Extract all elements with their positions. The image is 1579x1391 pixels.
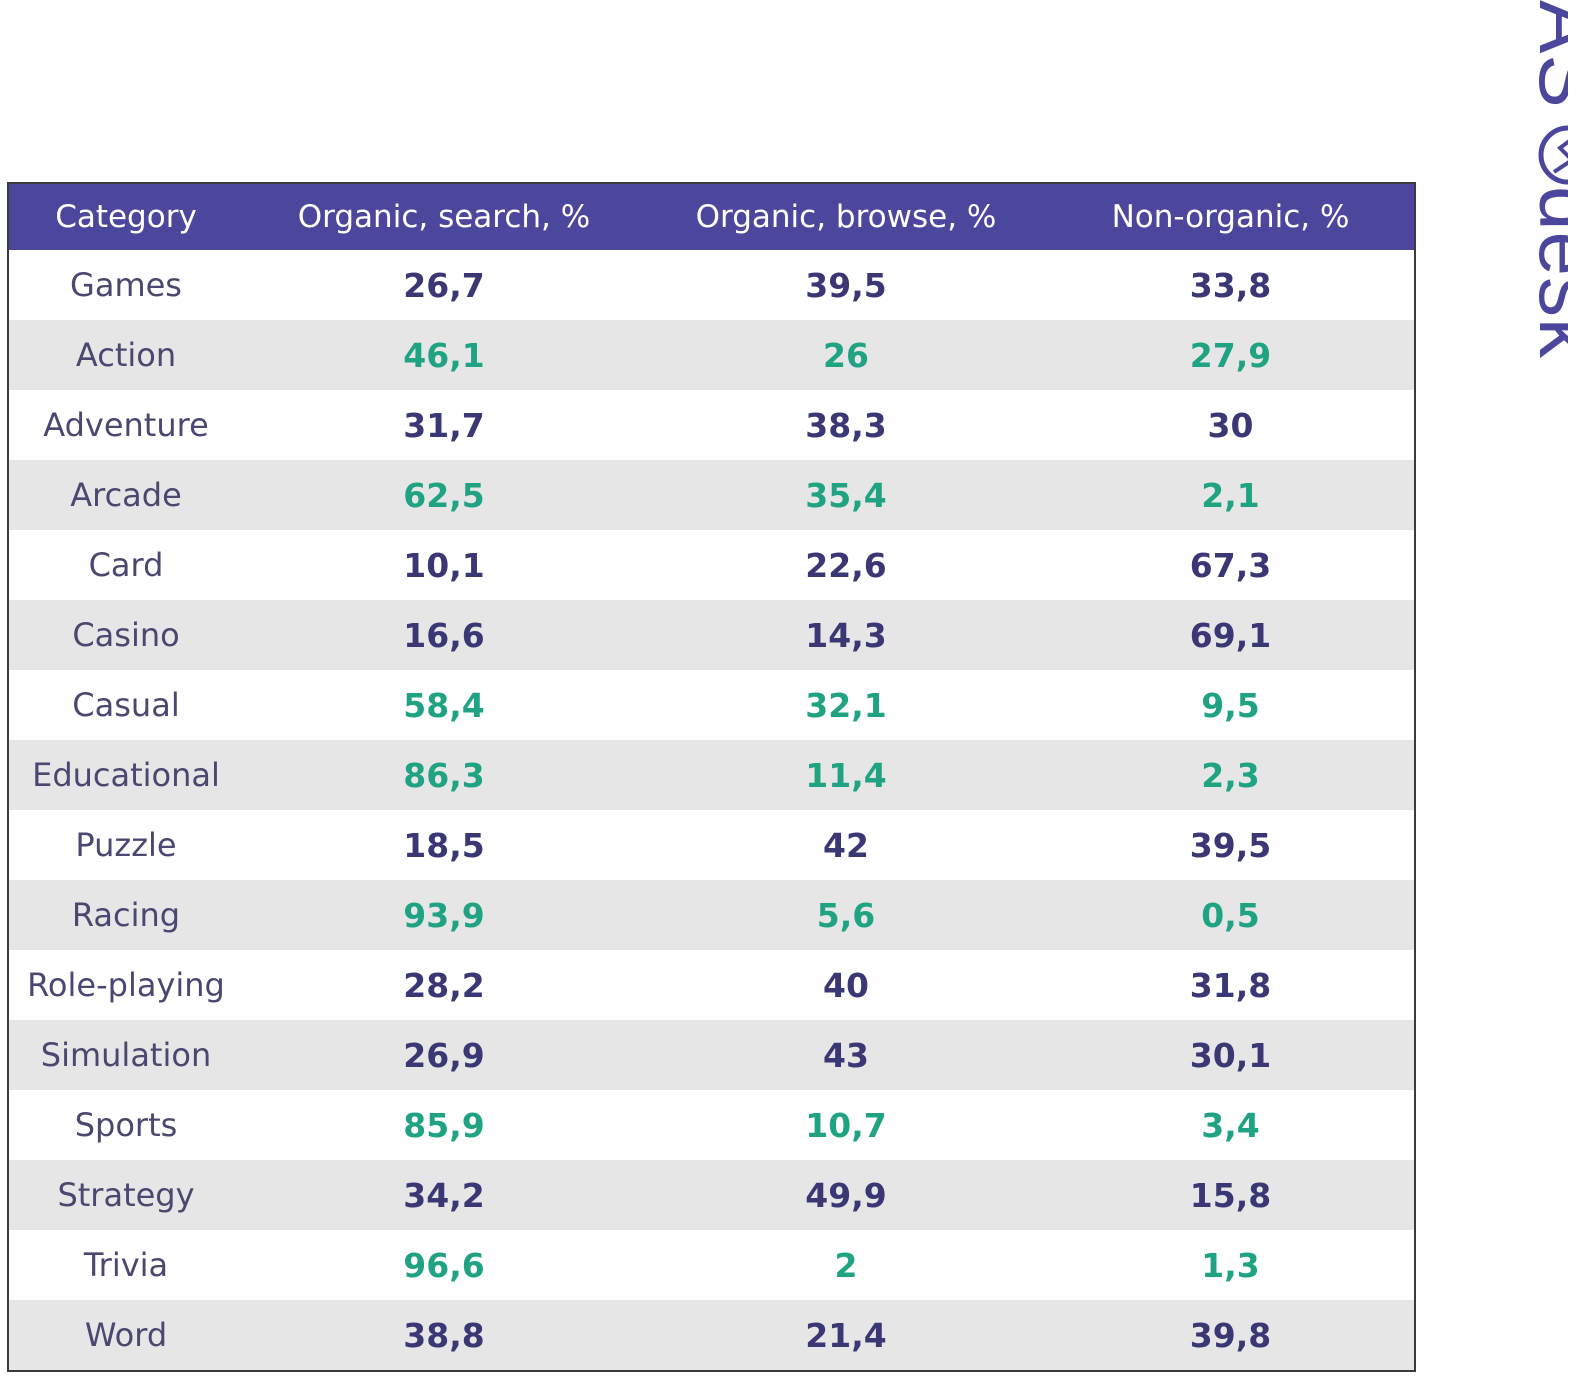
column-header-non-organic: Non-organic, % xyxy=(1111,199,1350,235)
cell-organic-browse: 26 xyxy=(823,335,869,375)
cell-non-organic: 33,8 xyxy=(1189,265,1272,305)
table-row: Educational 86,3 11,4 2,3 xyxy=(9,740,1414,810)
cell-organic-browse: 32,1 xyxy=(805,685,887,725)
cell-non-organic: 30,1 xyxy=(1189,1035,1272,1075)
cell-organic-search: 85,9 xyxy=(403,1105,485,1145)
cell-organic-browse: 39,5 xyxy=(805,265,887,305)
table-row: Strategy 34,2 49,9 15,8 xyxy=(9,1160,1414,1230)
cell-organic-browse: 21,4 xyxy=(805,1315,887,1355)
svg-text:AS: AS xyxy=(1523,0,1568,109)
table-row: Games 26,7 39,5 33,8 xyxy=(9,250,1414,320)
cell-non-organic: 30 xyxy=(1207,405,1254,445)
data-table-container: Category Organic, search, % Organic, bro… xyxy=(7,182,1416,1372)
table-row: Simulation 26,9 43 30,1 xyxy=(9,1020,1414,1090)
cell-organic-search: 26,9 xyxy=(403,1035,485,1075)
cell-category: Arcade xyxy=(70,476,182,514)
table-row: Role-playing 28,2 40 31,8 xyxy=(9,950,1414,1020)
cell-organic-search: 10,1 xyxy=(403,545,485,585)
cell-organic-search: 34,2 xyxy=(403,1175,485,1215)
cell-non-organic: 27,9 xyxy=(1189,335,1272,375)
cell-non-organic: 2,3 xyxy=(1201,755,1260,795)
cell-non-organic: 15,8 xyxy=(1189,1175,1272,1215)
cell-category: Card xyxy=(88,546,164,584)
cell-non-organic: 31,8 xyxy=(1189,965,1272,1005)
cell-category: Trivia xyxy=(83,1246,169,1284)
cell-category: Word xyxy=(84,1316,168,1354)
table-row: Card 10,1 22,6 67,3 xyxy=(9,530,1414,600)
cell-organic-browse: 49,9 xyxy=(805,1175,887,1215)
cell-organic-browse: 22,6 xyxy=(805,545,887,585)
table-body: Games 26,7 39,5 33,8 Action 46,1 26 27,9 Adventu… xyxy=(9,250,1414,1370)
table-row: Trivia 96,6 2 1,3 xyxy=(9,1230,1414,1300)
cell-category: Casino xyxy=(72,616,180,654)
table-row: Action 46,1 26 27,9 xyxy=(9,320,1414,390)
cell-organic-browse: 38,3 xyxy=(805,405,887,445)
cell-non-organic: 0,5 xyxy=(1201,895,1260,935)
cell-organic-search: 86,3 xyxy=(403,755,485,795)
cell-organic-search: 38,8 xyxy=(403,1315,485,1355)
table-row: Casual 58,4 32,1 9,5 xyxy=(9,670,1414,740)
cell-organic-browse: 10,7 xyxy=(805,1105,887,1145)
cell-non-organic: 39,5 xyxy=(1189,825,1272,865)
table-row: Sports 85,9 10,7 3,4 xyxy=(9,1090,1414,1160)
cell-non-organic: 39,8 xyxy=(1189,1315,1272,1355)
cell-category: Simulation xyxy=(40,1036,212,1074)
cell-category: Adventure xyxy=(43,406,209,444)
cell-organic-browse: 42 xyxy=(823,825,869,865)
cell-category: Games xyxy=(70,266,182,304)
cell-organic-search: 96,6 xyxy=(403,1245,485,1285)
cell-organic-search: 58,4 xyxy=(403,685,485,725)
cell-category: Role-playing xyxy=(27,966,225,1004)
cell-organic-search: 46,1 xyxy=(403,335,485,375)
table-row: Racing 93,9 5,6 0,5 xyxy=(9,880,1414,950)
column-header-organic-browse: Organic, browse, % xyxy=(695,199,997,235)
cell-non-organic: 9,5 xyxy=(1201,685,1260,725)
table-row: Adventure 31,7 38,3 30 xyxy=(9,390,1414,460)
cell-category: Educational xyxy=(32,756,220,794)
cell-organic-search: 18,5 xyxy=(403,825,485,865)
cell-organic-browse: 14,3 xyxy=(805,615,887,655)
svg-text:desk: desk xyxy=(1523,186,1568,359)
cell-organic-browse: 43 xyxy=(823,1035,869,1075)
cell-category: Action xyxy=(75,336,177,374)
column-header-organic-search: Organic, search, % xyxy=(297,199,591,235)
cell-category: Strategy xyxy=(57,1176,195,1214)
column-header-category: Category xyxy=(55,199,197,235)
category-traffic-table: Category Organic, search, % Organic, bro… xyxy=(9,184,1414,1370)
table-row: Arcade 62,5 35,4 2,1 xyxy=(9,460,1414,530)
cell-organic-search: 31,7 xyxy=(403,405,485,445)
cell-non-organic: 1,3 xyxy=(1201,1245,1260,1285)
cell-non-organic: 69,1 xyxy=(1189,615,1272,655)
cell-category: Sports xyxy=(74,1106,178,1144)
table-header-row: Category Organic, search, % Organic, bro… xyxy=(9,184,1414,250)
table-row: Casino 16,6 14,3 69,1 xyxy=(9,600,1414,670)
cell-organic-search: 16,6 xyxy=(403,615,485,655)
cell-organic-search: 93,9 xyxy=(403,895,485,935)
cell-category: Puzzle xyxy=(75,826,177,864)
cell-category: Casual xyxy=(72,686,180,724)
cell-non-organic: 2,1 xyxy=(1201,475,1260,515)
table-row: Puzzle 18,5 42 39,5 xyxy=(9,810,1414,880)
asodesk-logo: AS desk xyxy=(1523,0,1568,359)
cell-organic-browse: 11,4 xyxy=(805,755,887,795)
table-row: Word 38,8 21,4 39,8 xyxy=(9,1300,1414,1370)
cell-organic-search: 26,7 xyxy=(403,265,485,305)
cell-organic-browse: 2 xyxy=(834,1245,858,1285)
cell-organic-search: 28,2 xyxy=(403,965,485,1005)
cell-non-organic: 67,3 xyxy=(1189,545,1272,585)
cell-category: Racing xyxy=(71,896,181,934)
cell-organic-browse: 35,4 xyxy=(805,475,887,515)
cell-organic-browse: 5,6 xyxy=(816,895,876,935)
cell-organic-search: 62,5 xyxy=(403,475,485,515)
cell-non-organic: 3,4 xyxy=(1201,1105,1260,1145)
cell-organic-browse: 40 xyxy=(823,965,869,1005)
